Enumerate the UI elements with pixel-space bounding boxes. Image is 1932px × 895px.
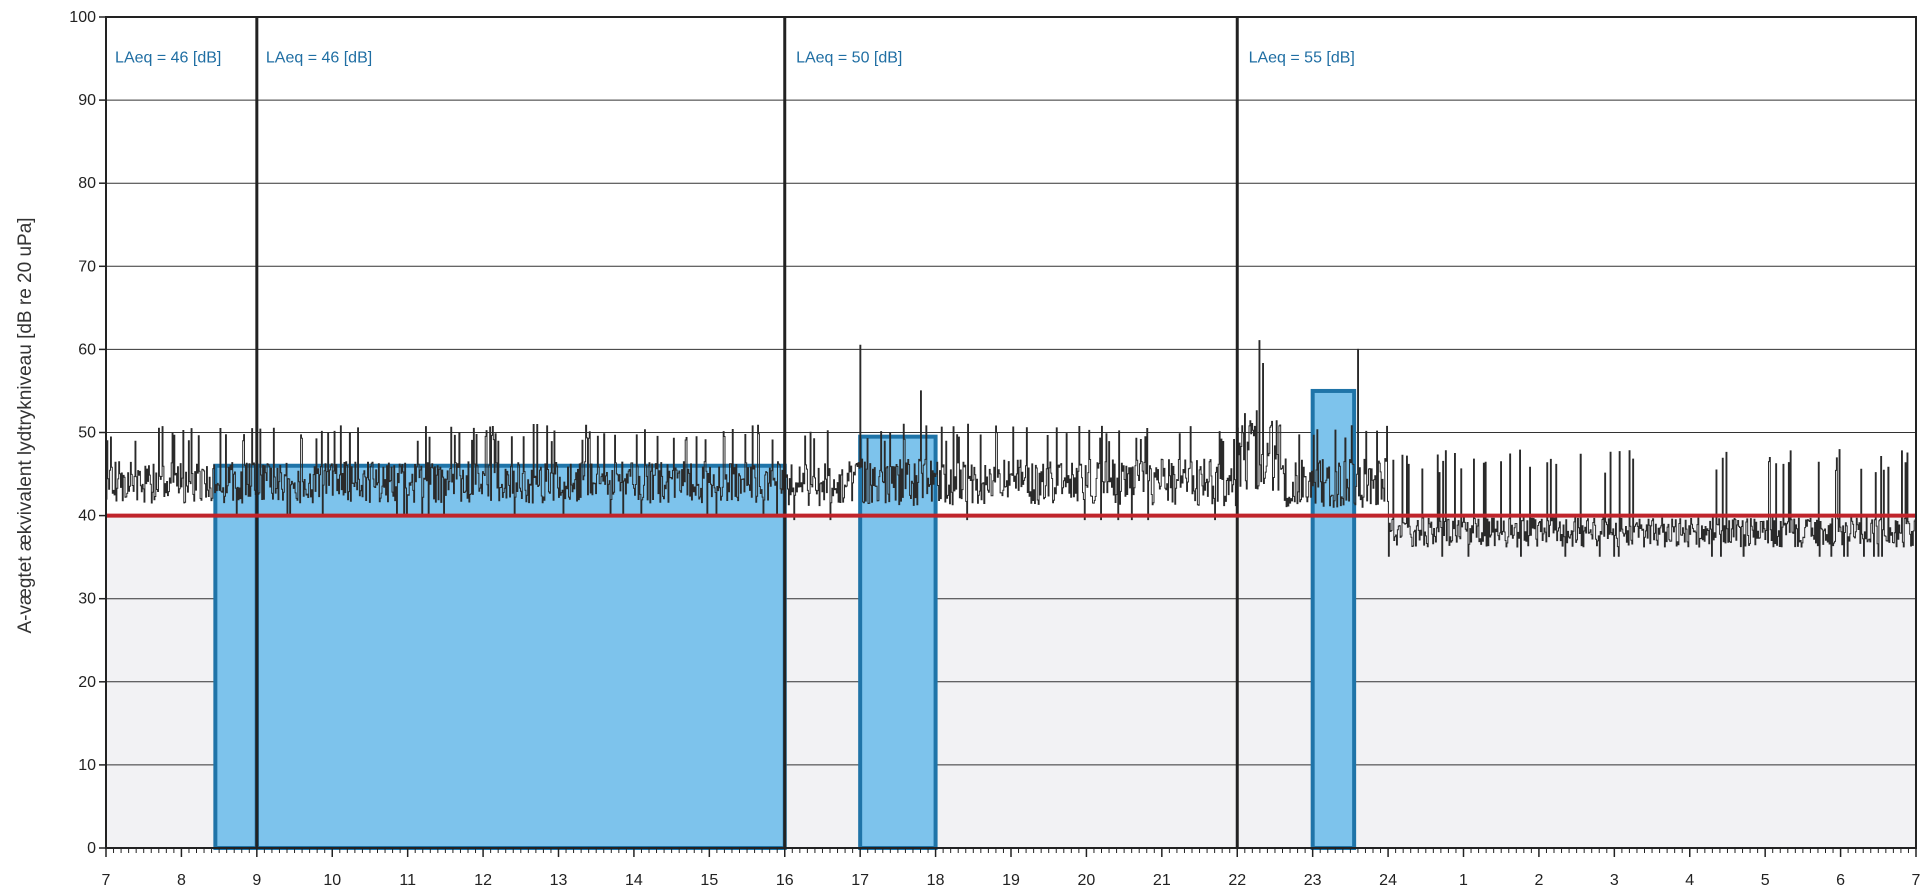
y-tick-label: 10 [78,757,96,774]
x-tick-label: 3 [1610,872,1619,889]
x-tick-label: 5 [1761,872,1770,889]
noise-trace [106,340,1917,557]
x-tick-label: 1 [1459,872,1468,889]
x-tick-label: 16 [776,872,794,889]
x-tick-label: 24 [1379,872,1397,889]
laeq-bar-1 [256,465,785,848]
laeq-bars [213,388,1357,850]
y-tick-label: 0 [87,840,96,857]
y-tick-label: 30 [78,591,96,608]
y-tick-label: 40 [78,508,96,525]
y-axis-label: A-vægtet ækvivalent lydtrykniveau [dB re… [15,217,36,633]
x-tick-label: 6 [1836,872,1845,889]
noise-series [106,340,1917,557]
x-tick-label: 11 [399,872,416,889]
x-tick-label: 14 [625,872,643,889]
y-tick-label: 80 [78,175,96,192]
laeq-bar-2 [860,436,936,848]
x-tick-label: 12 [474,872,492,889]
laeq-annotation-3: LAeq = 55 [dB] [1249,50,1355,67]
laeq-annotation-1: LAeq = 46 [dB] [266,50,372,67]
x-tick-label: 10 [323,872,341,889]
x-tick-label: 7 [1912,872,1921,889]
x-tick-label: 19 [1002,872,1020,889]
laeq-bar-0 [215,465,257,848]
period-dividers [255,17,1239,848]
laeq-annotation-2: LAeq = 50 [dB] [796,50,902,67]
x-tick-label: 9 [252,872,261,889]
x-tick-label: 13 [550,872,568,889]
y-tick-label: 70 [78,258,96,275]
x-tick-label: 23 [1304,872,1322,889]
x-tick-label: 8 [177,872,186,889]
x-tick-label: 2 [1534,872,1543,889]
laeq-annotation-0: LAeq = 46 [dB] [115,50,221,67]
annotations: LAeq = 46 [dB] LAeq = 46 [dB] LAeq = 50 [d… [115,50,1355,67]
y-tick-label: 90 [78,92,96,109]
x-tick-label: 22 [1228,872,1246,889]
x-tick-label: 18 [927,872,945,889]
y-tick-label: 100 [69,9,96,26]
laeq-bar-3 [1312,390,1355,848]
x-tick-label: 17 [851,872,869,889]
y-tick-label: 50 [78,425,96,442]
x-tick-label: 4 [1685,872,1694,889]
x-tick-label: 15 [700,872,718,889]
y-tick-label: 20 [78,674,96,691]
x-tick-label: 7 [102,872,111,889]
x-tick-label: 21 [1153,872,1171,889]
y-tick-label: 60 [78,341,96,358]
x-tick-label: 20 [1078,872,1096,889]
